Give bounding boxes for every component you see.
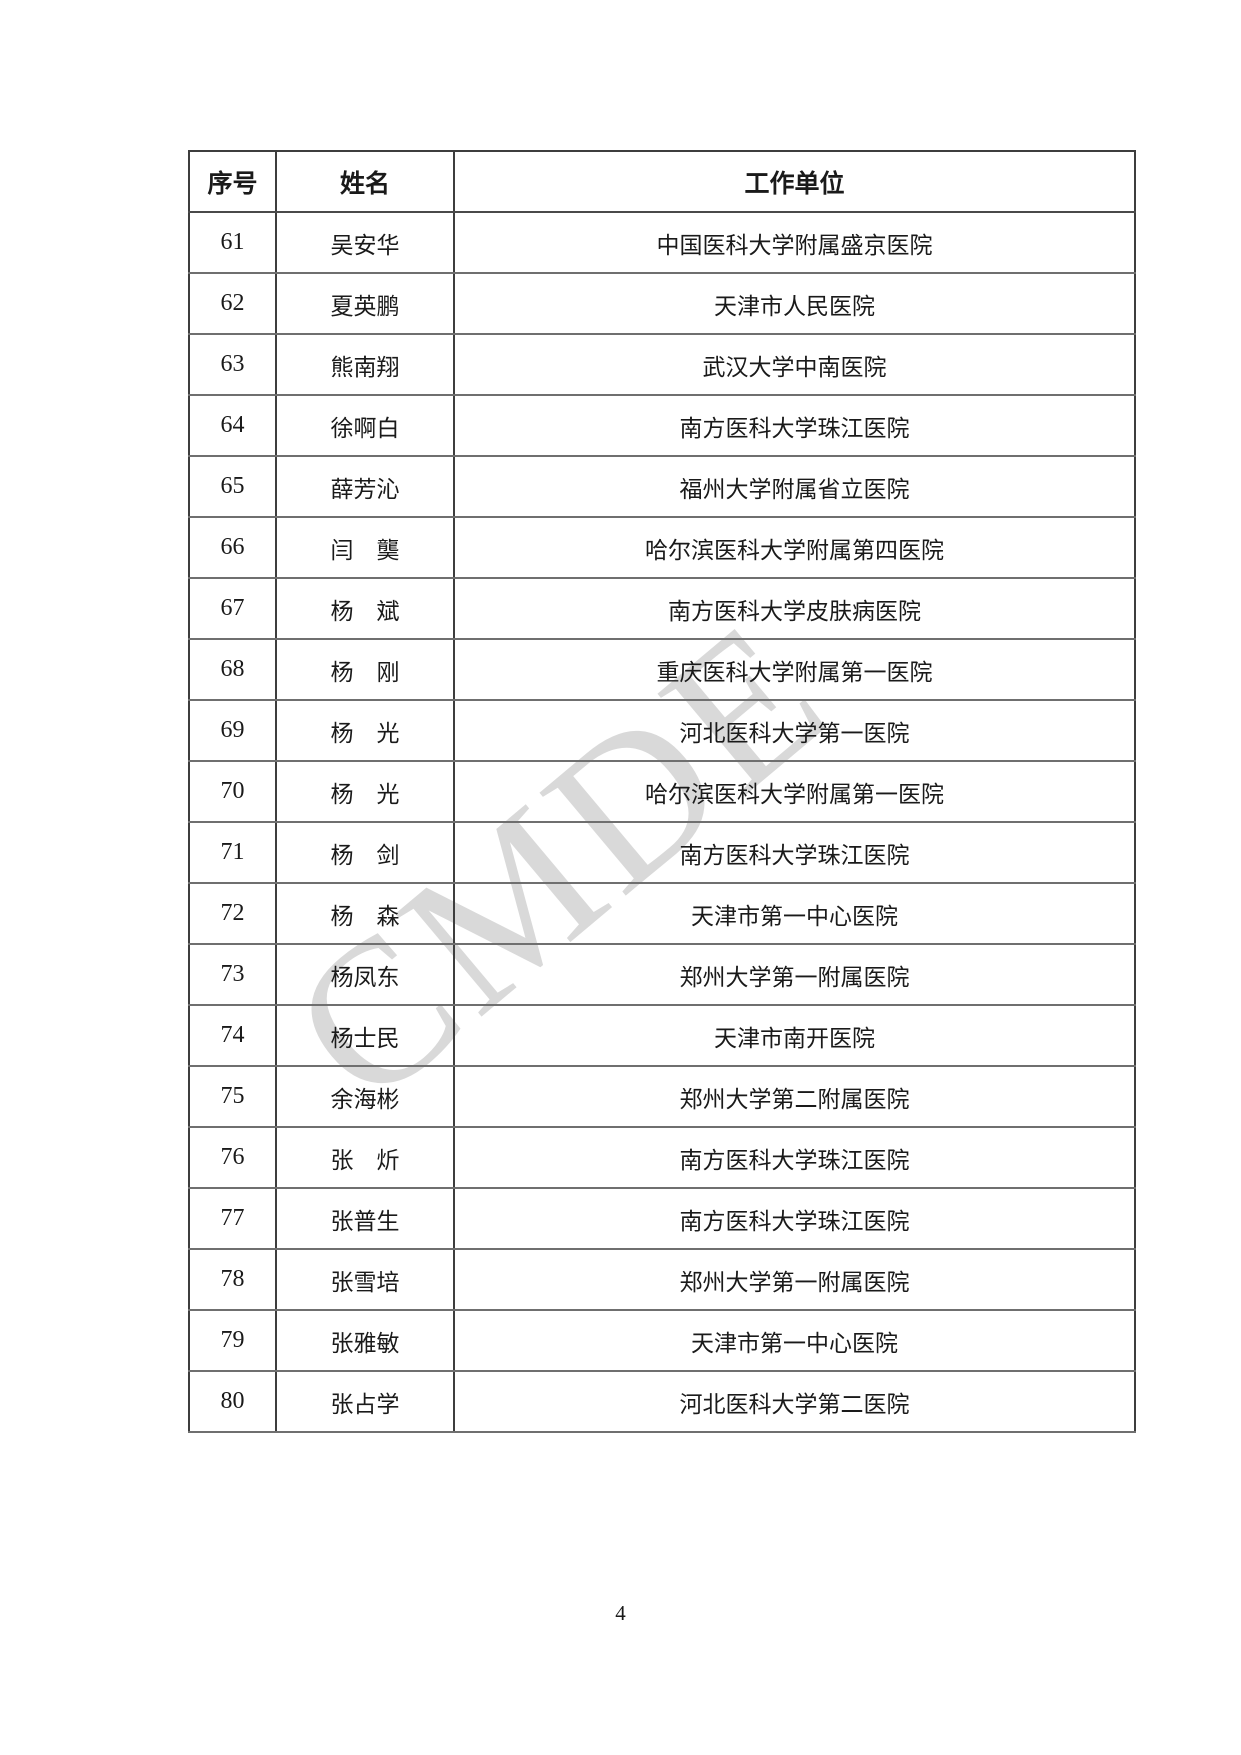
cell-work-unit: 南方医科大学珠江医院	[454, 395, 1135, 457]
cell-serial-number: 62	[189, 273, 277, 335]
cell-name: 徐啊白	[276, 395, 455, 457]
cell-work-unit: 郑州大学第一附属医院	[454, 1249, 1135, 1311]
cell-work-unit: 郑州大学第一附属医院	[454, 944, 1135, 1006]
cell-serial-number: 73	[189, 944, 277, 1006]
table-row: 67 杨 斌 南方医科大学皮肤病医院	[189, 578, 1135, 640]
cell-name: 张雅敏	[276, 1310, 455, 1372]
table-row: 74 杨士民 天津市南开医院	[189, 1005, 1135, 1067]
cell-work-unit: 南方医科大学皮肤病医院	[454, 578, 1135, 640]
cell-name: 杨 光	[276, 761, 455, 823]
cell-work-unit: 哈尔滨医科大学附属第四医院	[454, 517, 1135, 579]
table-row: 76 张 炘 南方医科大学珠江医院	[189, 1127, 1135, 1189]
table-row: 69 杨 光 河北医科大学第一医院	[189, 700, 1135, 762]
cell-work-unit: 天津市人民医院	[454, 273, 1135, 335]
table-row: 79 张雅敏 天津市第一中心医院	[189, 1310, 1135, 1372]
header-work-unit: 工作单位	[454, 151, 1135, 213]
cell-name: 杨 斌	[276, 578, 455, 640]
cell-work-unit: 中国医科大学附属盛京医院	[454, 212, 1135, 274]
cell-serial-number: 61	[189, 212, 277, 274]
cell-work-unit: 天津市第一中心医院	[454, 1310, 1135, 1372]
cell-name: 夏英鹏	[276, 273, 455, 335]
expert-roster-table: 序号 姓名 工作单位 61 吴安华 中国医科大学附属盛京医院 62 夏英鹏 天津…	[188, 150, 1136, 1433]
cell-name: 杨 森	[276, 883, 455, 945]
cell-serial-number: 71	[189, 822, 277, 884]
cell-name: 吴安华	[276, 212, 455, 274]
cell-serial-number: 72	[189, 883, 277, 945]
cell-name: 杨士民	[276, 1005, 455, 1067]
table-row: 80 张占学 河北医科大学第二医院	[189, 1371, 1135, 1433]
header-name: 姓名	[276, 151, 455, 213]
cell-name: 杨 剑	[276, 822, 455, 884]
cell-name: 杨 刚	[276, 639, 455, 701]
cell-serial-number: 77	[189, 1188, 277, 1250]
cell-serial-number: 66	[189, 517, 277, 579]
table-row: 64 徐啊白 南方医科大学珠江医院	[189, 395, 1135, 457]
table-row: 66 闫 龑 哈尔滨医科大学附属第四医院	[189, 517, 1135, 579]
cell-name: 张雪培	[276, 1249, 455, 1311]
cell-name: 张 炘	[276, 1127, 455, 1189]
cell-work-unit: 哈尔滨医科大学附属第一医院	[454, 761, 1135, 823]
cell-work-unit: 福州大学附属省立医院	[454, 456, 1135, 518]
table-row: 78 张雪培 郑州大学第一附属医院	[189, 1249, 1135, 1311]
cell-serial-number: 65	[189, 456, 277, 518]
cell-serial-number: 70	[189, 761, 277, 823]
cell-name: 张普生	[276, 1188, 455, 1250]
cell-work-unit: 南方医科大学珠江医院	[454, 1127, 1135, 1189]
table-row: 62 夏英鹏 天津市人民医院	[189, 273, 1135, 335]
cell-name: 杨 光	[276, 700, 455, 762]
cell-serial-number: 78	[189, 1249, 277, 1311]
cell-serial-number: 63	[189, 334, 277, 396]
cell-name: 余海彬	[276, 1066, 455, 1128]
cell-serial-number: 76	[189, 1127, 277, 1189]
table-row: 61 吴安华 中国医科大学附属盛京医院	[189, 212, 1135, 274]
cell-work-unit: 河北医科大学第一医院	[454, 700, 1135, 762]
cell-serial-number: 64	[189, 395, 277, 457]
table-row: 71 杨 剑 南方医科大学珠江医院	[189, 822, 1135, 884]
cell-serial-number: 68	[189, 639, 277, 701]
cell-work-unit: 天津市南开医院	[454, 1005, 1135, 1067]
table-row: 77 张普生 南方医科大学珠江医院	[189, 1188, 1135, 1250]
cell-serial-number: 67	[189, 578, 277, 640]
cell-serial-number: 75	[189, 1066, 277, 1128]
cell-name: 张占学	[276, 1371, 455, 1433]
cell-serial-number: 74	[189, 1005, 277, 1067]
table-row: 75 余海彬 郑州大学第二附属医院	[189, 1066, 1135, 1128]
table-row: 63 熊南翔 武汉大学中南医院	[189, 334, 1135, 396]
table-row: 70 杨 光 哈尔滨医科大学附属第一医院	[189, 761, 1135, 823]
cell-name: 熊南翔	[276, 334, 455, 396]
cell-work-unit: 武汉大学中南医院	[454, 334, 1135, 396]
cell-work-unit: 河北医科大学第二医院	[454, 1371, 1135, 1433]
cell-serial-number: 79	[189, 1310, 277, 1372]
page-number: 4	[615, 1601, 626, 1625]
cell-work-unit: 重庆医科大学附属第一医院	[454, 639, 1135, 701]
table-row: 65 薛芳沁 福州大学附属省立医院	[189, 456, 1135, 518]
cell-serial-number: 69	[189, 700, 277, 762]
cell-work-unit: 郑州大学第二附属医院	[454, 1066, 1135, 1128]
cell-name: 杨凤东	[276, 944, 455, 1006]
cell-name: 闫 龑	[276, 517, 455, 579]
table-row: 73 杨凤东 郑州大学第一附属医院	[189, 944, 1135, 1006]
header-serial-number: 序号	[189, 151, 277, 213]
cell-work-unit: 天津市第一中心医院	[454, 883, 1135, 945]
table-header-row: 序号 姓名 工作单位	[189, 151, 1135, 213]
cell-work-unit: 南方医科大学珠江医院	[454, 822, 1135, 884]
table-row: 72 杨 森 天津市第一中心医院	[189, 883, 1135, 945]
cell-work-unit: 南方医科大学珠江医院	[454, 1188, 1135, 1250]
table-row: 68 杨 刚 重庆医科大学附属第一医院	[189, 639, 1135, 701]
cell-serial-number: 80	[189, 1371, 277, 1433]
cell-name: 薛芳沁	[276, 456, 455, 518]
